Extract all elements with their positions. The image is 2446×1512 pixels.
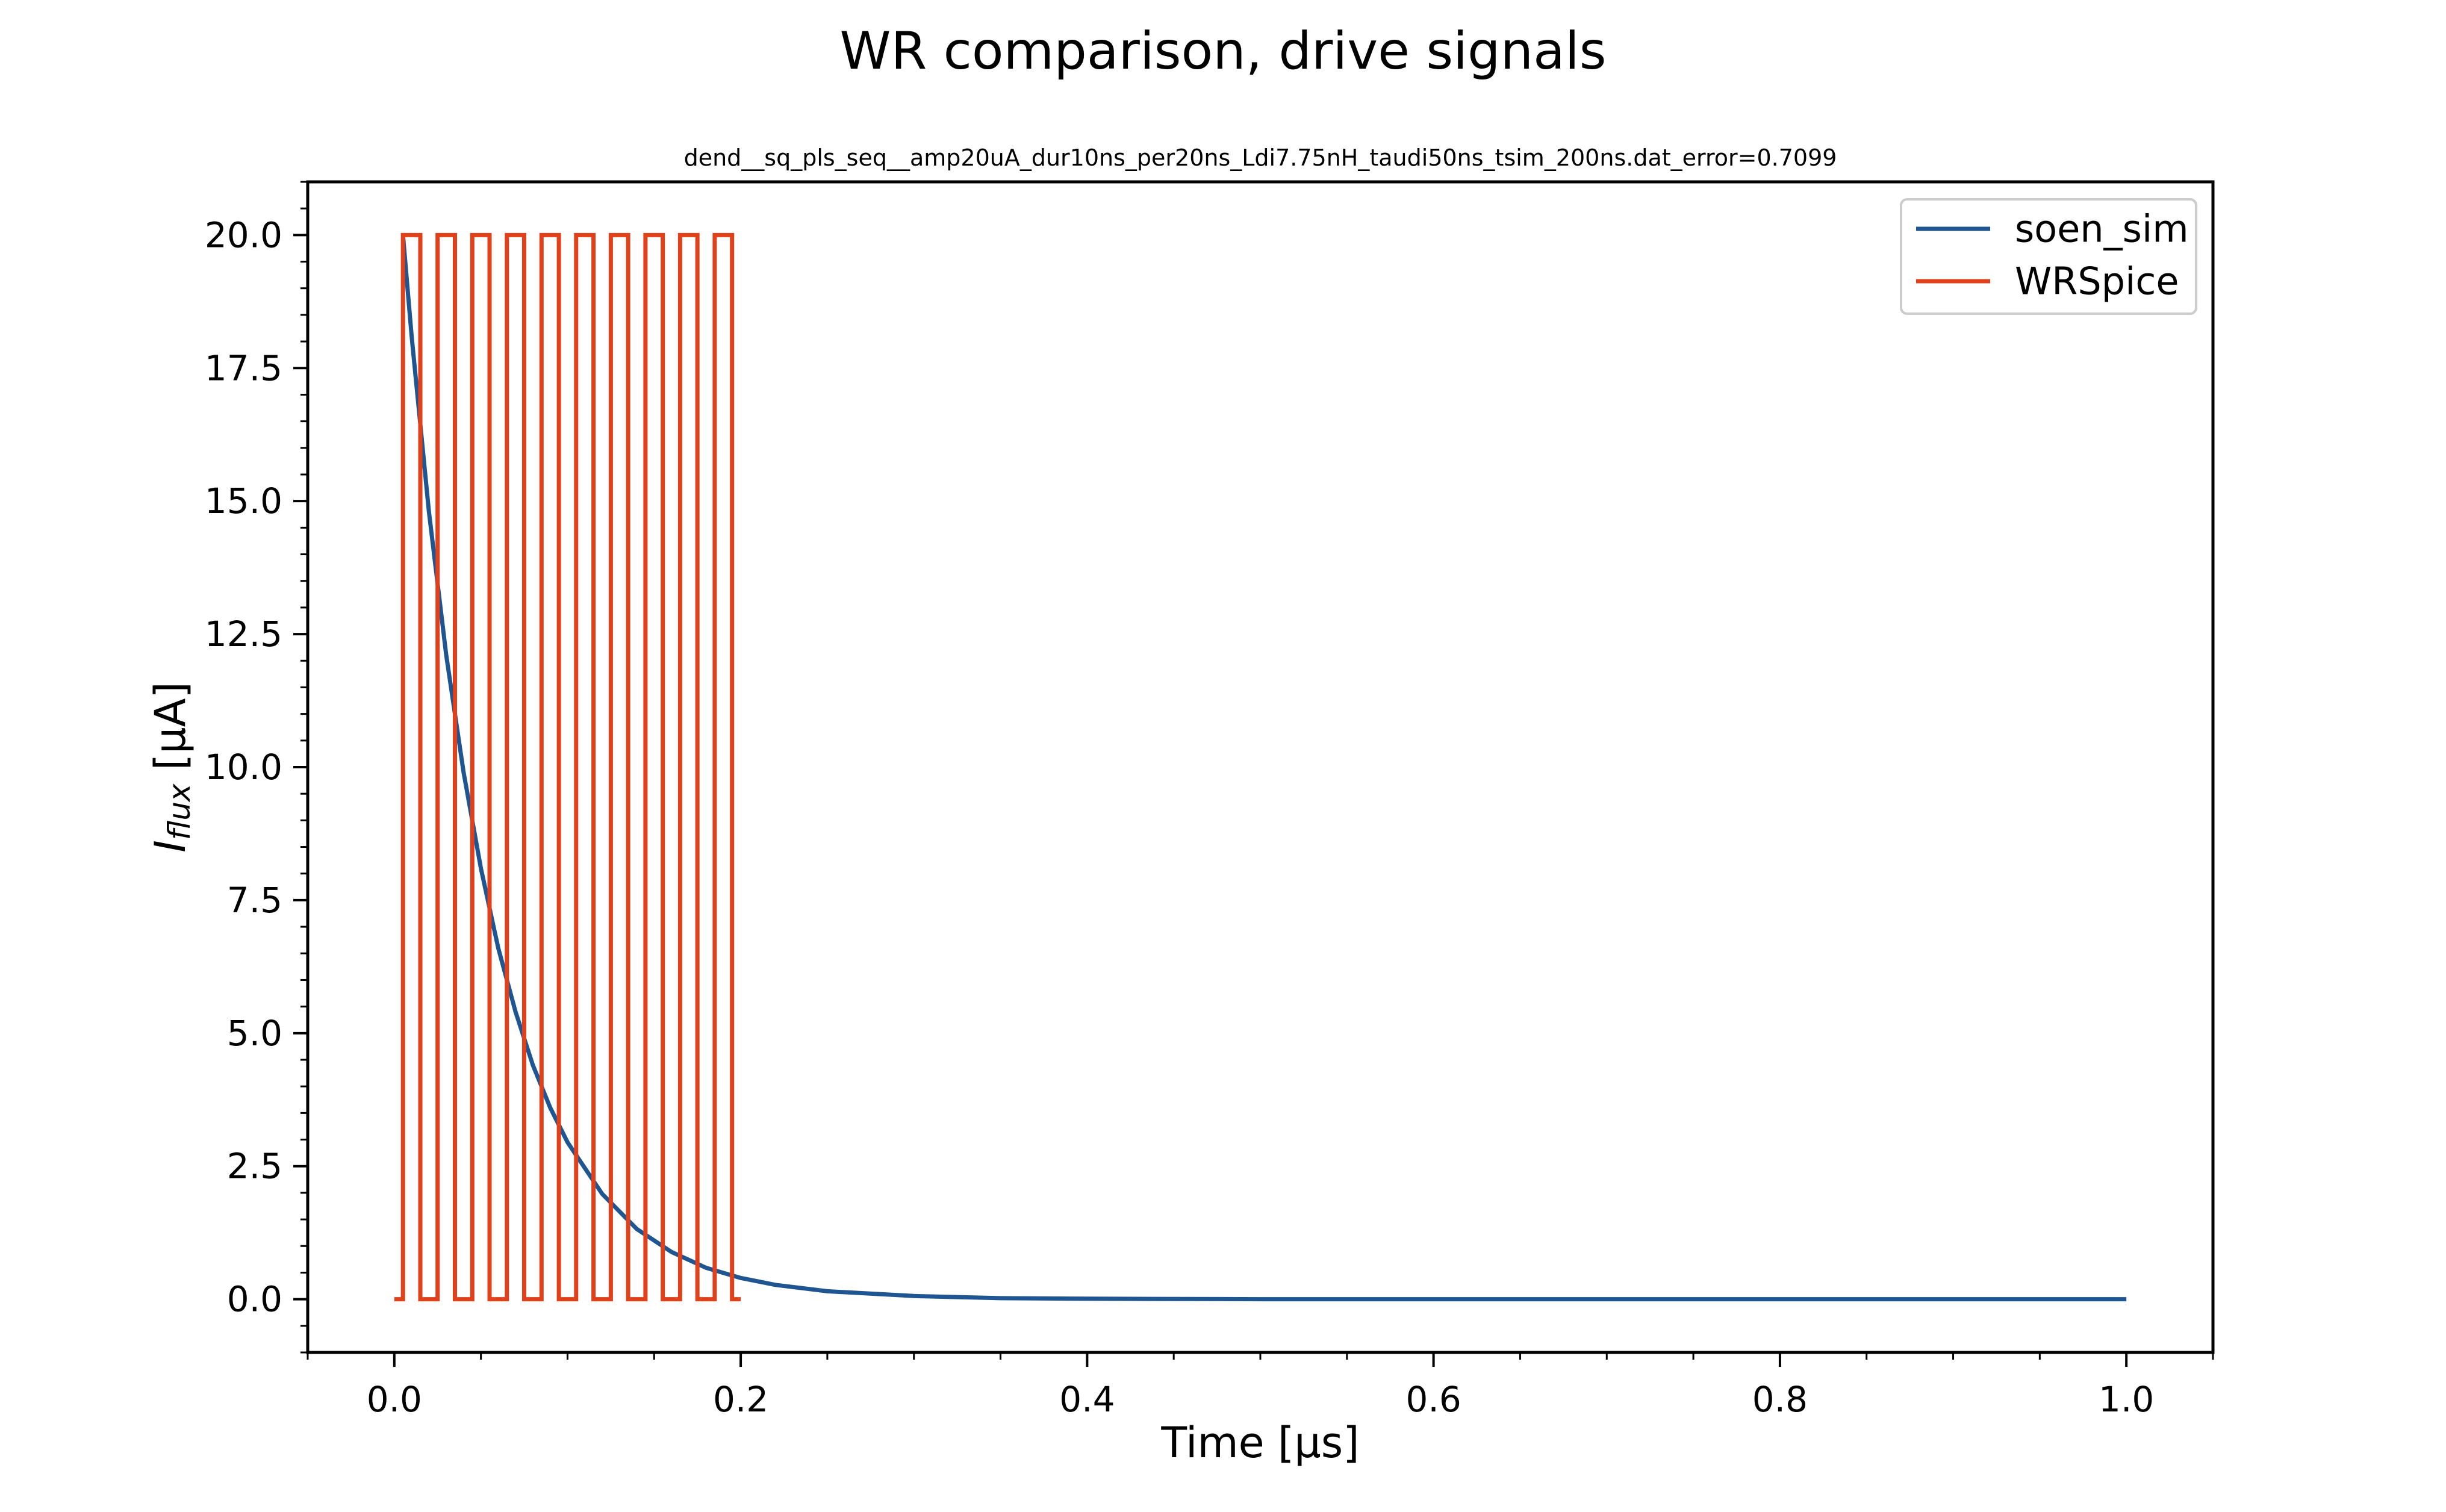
y-tick-label: 0.0 [227,1279,282,1320]
axis-ticks: 0.0 0.2 0.4 0.6 0.8 1.0 0.0 2.5 5.0 7.5 10.0 12.5 15… [205,181,2214,1420]
y-axis-label-main: I [146,840,195,853]
x-tick-label: 0.8 [1752,1379,1808,1420]
x-tick-label: 0.4 [1059,1379,1115,1420]
y-tick-label: 15.0 [205,481,282,521]
series-layer [394,232,2127,1302]
y-tick-label: 7.5 [227,880,282,921]
chart-title: dend__sq_pls_seq__amp20uA_dur10ns_per20n… [684,145,1837,171]
x-axis-label: Time [μs] [1160,1418,1359,1467]
legend-label-wrspice: WRSpice [2015,260,2179,303]
y-axis-label-unit: [μA] [146,682,195,783]
y-tick-label: 5.0 [227,1013,282,1054]
x-tick-label: 0.0 [367,1379,422,1420]
y-tick-label: 2.5 [227,1146,282,1187]
x-tick-label: 0.6 [1406,1379,1461,1420]
plot-area [394,232,2127,1302]
plot-frame [306,180,2215,1354]
y-tick-label: 20.0 [205,214,282,255]
series-line-soen-sim [400,235,2127,1302]
y-axis-label: Iflux [μA] [146,682,197,853]
legend-label-soen-sim: soen_sim [2015,207,2189,251]
x-tick-label: 1.0 [2099,1379,2154,1420]
figure-title: WR comparison, drive signals [839,21,1606,81]
x-tick-label: 0.2 [713,1379,768,1420]
legend: soen_sim WRSpice [1900,198,2197,315]
y-tick-label: 12.5 [205,614,282,655]
y-tick-label: 17.5 [205,347,282,388]
series-line-wrspice [394,232,741,1302]
y-tick-label: 10.0 [205,747,282,788]
y-axis-label-subscript: flux [162,783,197,840]
